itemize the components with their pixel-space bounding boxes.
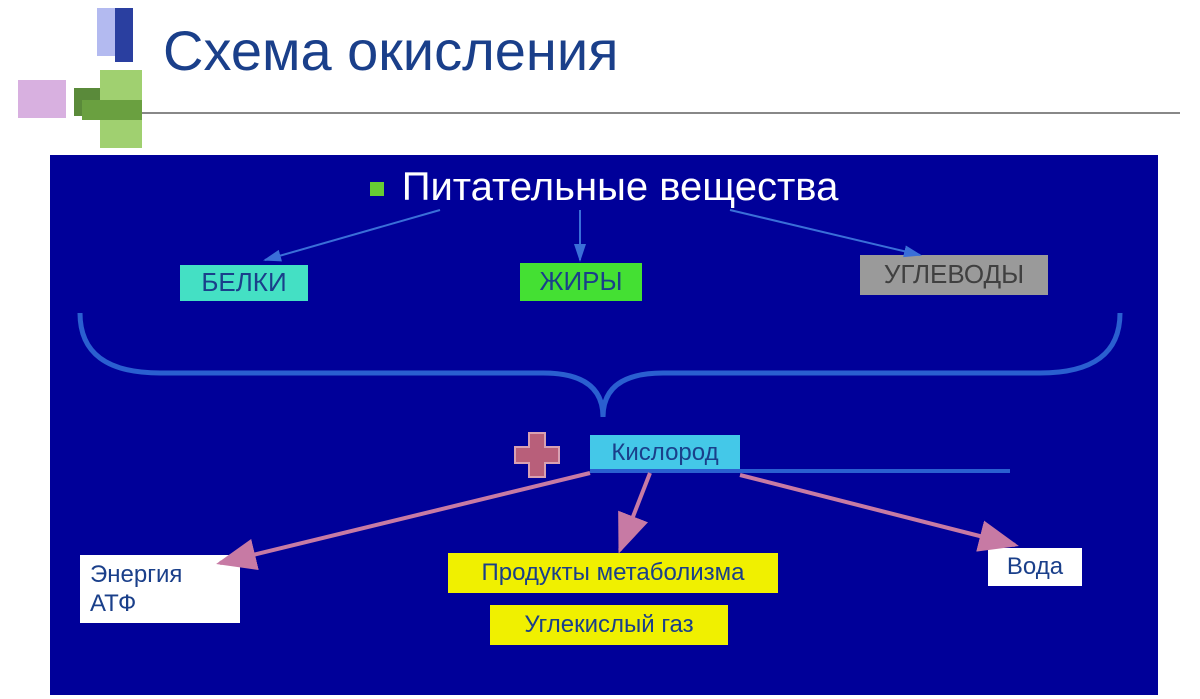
node-oxygen: Кислород	[590, 435, 740, 471]
diagram-canvas: Питательные вещества БЕЛКИ ЖИРЫ УГЛЕВОДЫ…	[50, 155, 1158, 695]
node-energy: Энергия АТФ	[80, 555, 240, 623]
bullet-icon	[370, 182, 384, 196]
deco-square	[115, 8, 133, 62]
subtitle-text: Питательные вещества	[402, 165, 839, 209]
node-carbs: УГЛЕВОДЫ	[860, 255, 1048, 295]
node-proteins: БЕЛКИ	[180, 265, 308, 301]
deco-square	[82, 100, 142, 120]
node-water: Вода	[988, 548, 1082, 586]
node-co2: Углекислый газ	[490, 605, 728, 645]
node-products: Продукты метаболизма	[448, 553, 778, 593]
diagram-subtitle: Питательные вещества	[50, 165, 1158, 210]
deco-square	[97, 8, 115, 56]
deco-square	[18, 80, 66, 118]
node-fats: ЖИРЫ	[520, 263, 642, 301]
title-divider	[140, 112, 1180, 114]
page-title: Схема окисления	[163, 18, 618, 83]
